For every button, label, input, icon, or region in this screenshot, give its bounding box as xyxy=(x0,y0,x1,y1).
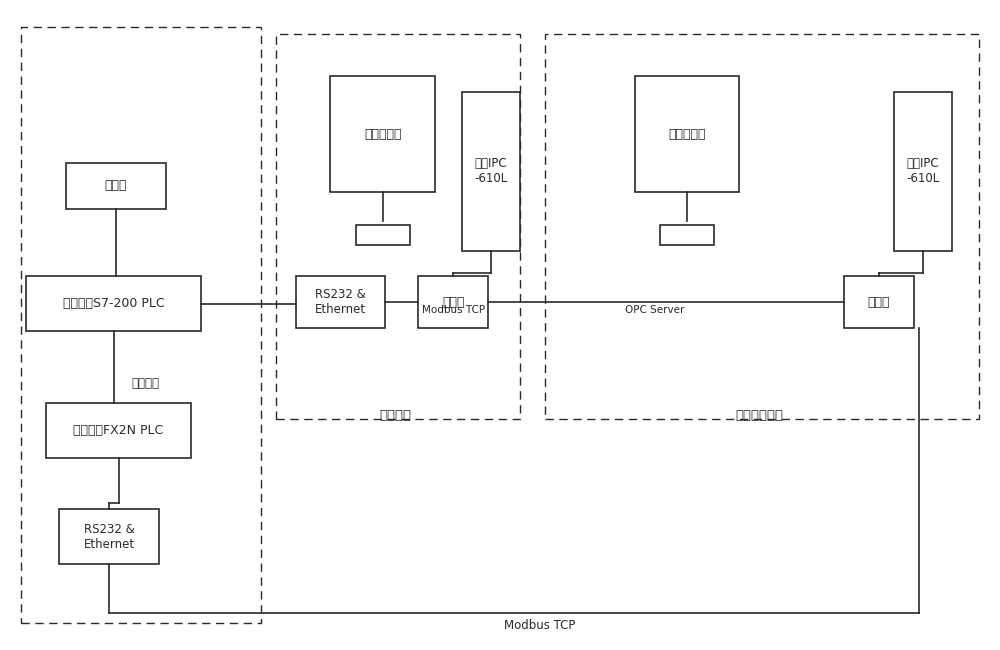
Bar xyxy=(66,163,166,209)
Bar xyxy=(418,276,488,328)
Text: 固定队集控室: 固定队集控室 xyxy=(735,409,783,422)
Text: 研发IPC
-610L: 研发IPC -610L xyxy=(906,157,939,185)
Bar xyxy=(21,27,261,623)
Bar xyxy=(59,510,159,564)
Text: 主井车房: 主井车房 xyxy=(379,409,411,422)
Bar xyxy=(296,276,385,328)
Bar xyxy=(46,402,191,458)
Text: 触摸屏: 触摸屏 xyxy=(105,179,127,192)
Bar xyxy=(894,92,952,250)
Text: 交换机: 交换机 xyxy=(868,296,890,309)
Text: RS232 &
Ethernet: RS232 & Ethernet xyxy=(315,289,366,317)
Text: 称重上位机: 称重上位机 xyxy=(364,127,402,140)
Bar xyxy=(356,226,410,245)
Bar xyxy=(660,226,714,245)
Bar xyxy=(330,76,435,192)
Text: Modbus TCP: Modbus TCP xyxy=(422,306,485,315)
Bar xyxy=(276,34,520,419)
Text: 硬线输入: 硬线输入 xyxy=(132,377,160,390)
Bar xyxy=(844,276,914,328)
Text: 研发IPC
-610L: 研发IPC -610L xyxy=(474,157,508,185)
Bar xyxy=(635,76,739,192)
Text: 压磁称重S7-200 PLC: 压磁称重S7-200 PLC xyxy=(63,298,164,311)
Bar xyxy=(26,276,201,332)
Bar xyxy=(462,92,520,250)
Text: RS232 &
Ethernet: RS232 & Ethernet xyxy=(84,523,135,551)
Text: 系统控制FX2N PLC: 系统控制FX2N PLC xyxy=(73,424,164,437)
Text: 装载上位机: 装载上位机 xyxy=(668,127,706,140)
Text: Modbus TCP: Modbus TCP xyxy=(504,619,576,632)
Bar xyxy=(545,34,979,419)
Text: OPC Server: OPC Server xyxy=(625,306,684,315)
Text: 交换机: 交换机 xyxy=(442,296,464,309)
